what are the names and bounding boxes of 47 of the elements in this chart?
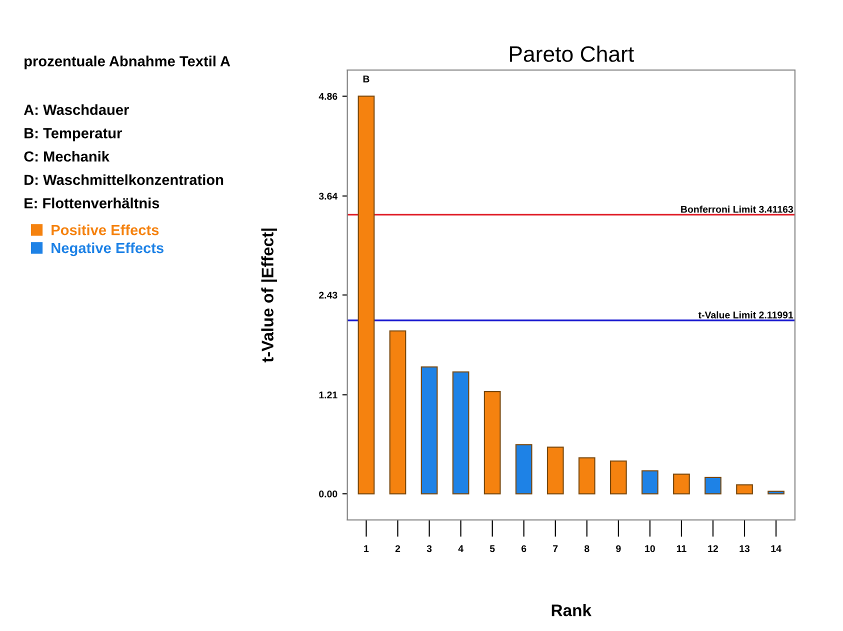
legend-label: Positive Effects <box>52 224 159 236</box>
x-tick-label: 6 <box>522 545 526 552</box>
bar <box>768 490 784 494</box>
x-axis-title: Rank <box>552 604 592 616</box>
x-tick-label: 12 <box>708 545 718 552</box>
x-tick-label: 1 <box>364 545 369 552</box>
ref-line-label: t-Value Limit 2.11991 <box>698 311 794 318</box>
x-tick-label: 11 <box>676 545 686 552</box>
bar <box>546 446 564 494</box>
x-tick-label: 10 <box>645 545 655 552</box>
x-tick-label: 7 <box>553 545 558 552</box>
y-tick-label: 2.43 <box>319 292 338 299</box>
bar <box>420 366 438 494</box>
ref-line-label: Bonferroni Limit 3.41163 <box>681 206 794 213</box>
x-tick-label: 3 <box>426 545 432 552</box>
x-tick-label: 5 <box>490 545 495 552</box>
legend-label: Negative Effects <box>52 242 164 256</box>
x-tick-label: 4 <box>458 545 464 552</box>
bar <box>642 470 658 494</box>
x-tick-label: 2 <box>395 545 400 552</box>
x-tick-label: 8 <box>584 545 590 552</box>
bar <box>610 460 627 494</box>
x-tick-label: 9 <box>616 545 621 552</box>
x-tick-label: 14 <box>771 545 782 552</box>
y-tick-label: 3.64 <box>318 192 338 200</box>
text: E: Flottenverhältnis <box>24 198 160 208</box>
y-tick-label: 4.86 <box>318 92 338 100</box>
y-tick-label: 0.00 <box>319 490 338 498</box>
text: prozentuale Abnahme Textil A <box>24 56 230 70</box>
y-tick-label: 1.21 <box>319 392 338 398</box>
text: A: Waschdauer <box>24 104 129 115</box>
text: D: Waschmittelkonzentration <box>24 174 224 186</box>
bar <box>515 444 532 494</box>
bar <box>736 484 753 494</box>
bar <box>389 330 406 494</box>
y-axis-title: t-Value of |Effect| <box>261 228 278 362</box>
text: B: Temperatur <box>24 128 122 142</box>
bar <box>358 96 375 494</box>
bar <box>578 457 596 494</box>
bar <box>704 476 722 494</box>
bar <box>452 371 470 494</box>
bar <box>673 474 690 494</box>
text: C: Mechanik <box>24 150 110 162</box>
bar <box>484 390 501 494</box>
x-tick-label: 13 <box>740 545 750 552</box>
annotation: B <box>363 76 370 82</box>
chart-title: Pareto Chart <box>510 46 634 62</box>
